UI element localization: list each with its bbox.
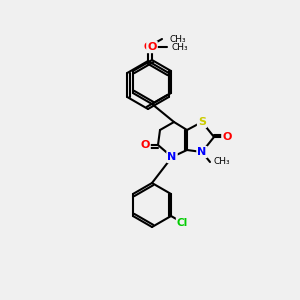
Text: CH₃: CH₃: [170, 34, 187, 43]
Text: N: N: [197, 147, 207, 157]
Text: O: O: [147, 42, 157, 52]
Text: Cl: Cl: [177, 218, 188, 228]
Text: S: S: [198, 117, 206, 127]
Text: N: N: [167, 152, 177, 162]
Text: O: O: [143, 42, 153, 52]
Text: O: O: [222, 132, 232, 142]
Text: CH₃: CH₃: [171, 43, 188, 52]
Text: CH₃: CH₃: [213, 158, 230, 166]
Text: O: O: [140, 140, 150, 150]
